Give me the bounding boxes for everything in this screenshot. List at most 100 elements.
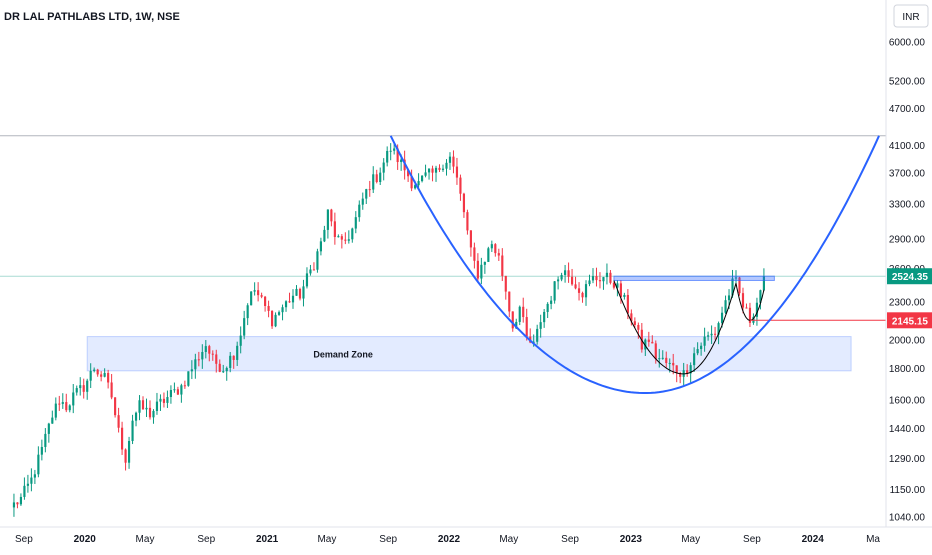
x-tick-label: 2021 bbox=[256, 534, 279, 545]
candle bbox=[379, 167, 382, 186]
candle bbox=[316, 248, 319, 273]
candle-body bbox=[511, 311, 514, 329]
candle bbox=[459, 174, 462, 201]
candle bbox=[114, 397, 117, 418]
y-tick-label: 2900.00 bbox=[889, 235, 926, 246]
candle-body bbox=[407, 170, 410, 177]
candle-body bbox=[12, 502, 16, 508]
candle bbox=[232, 355, 235, 369]
candle-body bbox=[438, 167, 441, 170]
candle-body bbox=[469, 230, 472, 248]
candle bbox=[250, 291, 253, 306]
candle bbox=[654, 340, 657, 364]
candle bbox=[473, 242, 476, 269]
candle bbox=[162, 392, 166, 408]
candle bbox=[707, 331, 710, 341]
candle bbox=[372, 166, 375, 193]
candle bbox=[483, 261, 486, 274]
candle-body bbox=[539, 322, 542, 329]
candle bbox=[536, 324, 539, 345]
candle-body bbox=[121, 427, 124, 450]
candle bbox=[354, 211, 357, 234]
candle-body bbox=[717, 323, 720, 335]
candle-body bbox=[455, 166, 459, 178]
x-tick-label: Ma bbox=[866, 534, 880, 545]
x-tick-label: 2020 bbox=[74, 534, 97, 545]
candle-body bbox=[298, 288, 302, 299]
candle bbox=[305, 267, 309, 289]
candle-body bbox=[466, 212, 469, 231]
candle-body bbox=[305, 273, 309, 287]
candle-body bbox=[508, 291, 511, 312]
currency-box[interactable]: INR bbox=[893, 4, 929, 28]
candle-body bbox=[696, 349, 699, 354]
candle bbox=[236, 341, 239, 366]
candle bbox=[647, 331, 650, 347]
candle bbox=[612, 281, 616, 290]
candle-body bbox=[295, 288, 298, 296]
candle-body bbox=[82, 385, 85, 392]
candle bbox=[424, 164, 427, 178]
candle-body bbox=[180, 385, 183, 395]
candle-body bbox=[312, 269, 316, 271]
candle bbox=[82, 378, 85, 399]
candle-body bbox=[490, 244, 493, 249]
candle-body bbox=[459, 177, 462, 194]
candle bbox=[602, 276, 605, 290]
candle-body bbox=[679, 372, 682, 377]
candle bbox=[298, 287, 302, 301]
candle-body bbox=[131, 420, 134, 441]
candle-body bbox=[441, 168, 445, 170]
candle bbox=[326, 209, 329, 239]
candle-body bbox=[560, 274, 563, 280]
candle bbox=[741, 287, 745, 314]
candle-body bbox=[166, 397, 169, 403]
candle bbox=[169, 385, 173, 404]
candle-body bbox=[267, 305, 270, 311]
candle-body bbox=[351, 228, 354, 240]
chart-title: DR LAL PATHLABS LTD, 1W, NSE bbox=[4, 11, 180, 23]
candle-body bbox=[236, 345, 239, 360]
candle-body bbox=[581, 292, 584, 298]
candle-body bbox=[494, 244, 497, 254]
candle bbox=[546, 302, 549, 319]
candle bbox=[361, 192, 364, 210]
candle-body bbox=[546, 303, 549, 312]
candle-body bbox=[448, 156, 452, 163]
x-tick-label: May bbox=[317, 534, 336, 545]
candle bbox=[16, 502, 19, 509]
candle-body bbox=[741, 293, 745, 308]
candle bbox=[183, 380, 186, 389]
candle bbox=[270, 310, 274, 329]
candle bbox=[54, 397, 57, 421]
candle-body bbox=[616, 283, 619, 288]
x-tick-label: 2024 bbox=[802, 534, 825, 545]
candle bbox=[284, 300, 288, 312]
candle-body bbox=[40, 446, 43, 455]
candle-body bbox=[501, 255, 504, 276]
candle bbox=[40, 439, 43, 461]
candle bbox=[595, 267, 598, 287]
candle-body bbox=[393, 148, 396, 151]
candle bbox=[197, 351, 200, 367]
candle-body bbox=[654, 343, 657, 359]
candle-body bbox=[86, 380, 89, 392]
candle bbox=[724, 295, 727, 315]
candle bbox=[117, 407, 120, 433]
currency-button[interactable] bbox=[893, 4, 929, 28]
price-tag: 2145.15 bbox=[887, 312, 932, 329]
y-tick-label: 4700.00 bbox=[889, 104, 926, 115]
candle bbox=[215, 349, 218, 373]
candle-body bbox=[79, 385, 82, 389]
candle-body bbox=[504, 275, 507, 292]
candle-body bbox=[626, 294, 629, 314]
candle-body bbox=[211, 353, 214, 355]
candle bbox=[344, 232, 347, 245]
candle-body bbox=[567, 270, 570, 277]
candle bbox=[86, 378, 89, 400]
candle bbox=[309, 264, 312, 276]
candle-body bbox=[155, 401, 159, 411]
candle-body bbox=[361, 198, 364, 205]
candle-body bbox=[693, 353, 696, 366]
